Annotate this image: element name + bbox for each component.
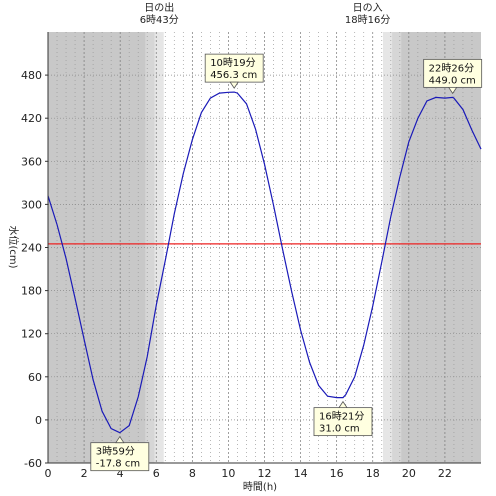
callout-pointer (229, 81, 239, 89)
sunrise-label: 日の出 (144, 1, 174, 14)
x-tick-label: 18 (366, 467, 380, 480)
callout-value: 456.3 cm (210, 70, 257, 81)
x-tick-label: 10 (221, 467, 235, 480)
y-tick-label: 300 (21, 198, 42, 211)
x-tick-label: 4 (117, 467, 124, 480)
callout-box (313, 407, 373, 437)
callout-pointer (447, 86, 458, 95)
sunset-time: 18時16分 (345, 14, 390, 26)
y-tick-label: 480 (21, 69, 42, 82)
callout-time: 22時26分 (429, 62, 474, 74)
x-tick-label: 12 (258, 467, 272, 480)
x-tick-label: 16 (330, 467, 344, 480)
callout-pointer (115, 435, 125, 444)
callout-value: 31.0 cm (319, 424, 360, 435)
x-tick-labels: 0 2 4 6 8 10 12 14 16 18 20 22 (45, 467, 452, 480)
callout-value: 449.0 cm (429, 75, 476, 86)
extremum-callout: 3時59分-17.8 cm (90, 435, 150, 472)
grid (48, 32, 481, 463)
x-tick-label: 14 (294, 467, 308, 480)
y-tick-label: -60 (24, 457, 42, 470)
x-tick-label: 6 (153, 467, 160, 480)
y-tick-labels: -60 0 60 120 180 240 300 360 420 480 (21, 69, 48, 470)
x-tick-label: 20 (402, 467, 416, 480)
callout-value: -17.8 cm (96, 459, 140, 470)
y-tick-label: 240 (21, 242, 42, 255)
x-tick-label: 22 (438, 467, 452, 480)
y-tick-label: 180 (21, 285, 42, 298)
x-tick-label: 2 (81, 467, 88, 480)
callout-box (204, 53, 264, 83)
sunset-label: 日の入 (353, 3, 383, 14)
y-tick-label: 360 (21, 155, 42, 168)
y-tick-label: 120 (21, 328, 42, 341)
x-tick-label: 0 (45, 467, 52, 480)
x-tick-label: 8 (189, 467, 196, 480)
callout-time: 16時21分 (319, 411, 364, 423)
callout-pointer (338, 400, 348, 409)
callout-box (423, 58, 483, 88)
y-tick-label: 0 (35, 414, 42, 427)
x-axis-title: 時間(h) (243, 481, 277, 493)
callout-time: 3時59分 (96, 446, 135, 458)
y-axis-title: 水位(cm) (7, 225, 20, 268)
y-tick-label: 60 (28, 371, 42, 384)
sunrise-time: 6時43分 (140, 14, 179, 26)
tide-level-line (47, 91, 482, 434)
callout-box (90, 442, 150, 472)
y-tick-label: 420 (21, 112, 42, 125)
callout-time: 10時19分 (210, 57, 255, 69)
